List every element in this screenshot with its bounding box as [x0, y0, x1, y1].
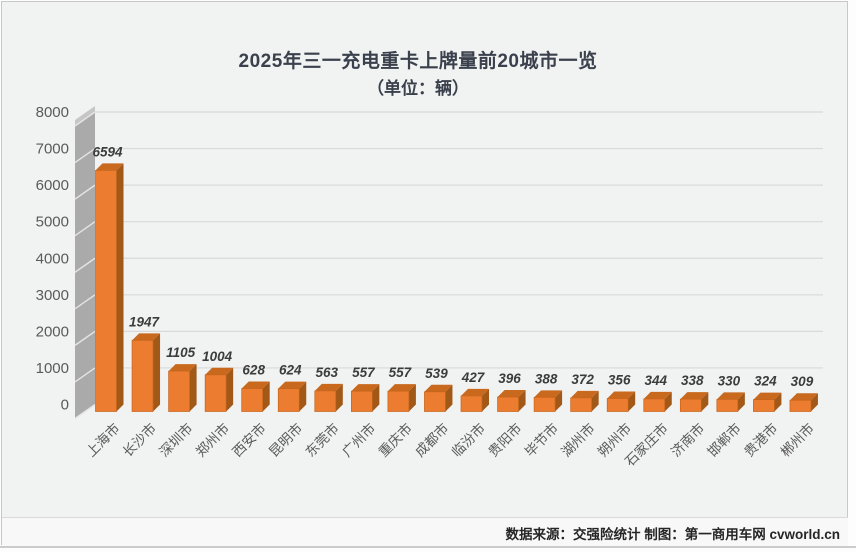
chart-title: 2025年三一充电重卡上牌量前20城市一览 [238, 51, 598, 72]
footer-strip [2, 517, 848, 546]
data-source-credit: 数据来源：交强险统计 制图：第一商用车网 cvworld.cn [505, 527, 840, 542]
bottom-edge-line [0, 546, 856, 548]
chart-subtitle: （单位：辆） [367, 79, 469, 98]
chart-frame [1, 1, 848, 545]
